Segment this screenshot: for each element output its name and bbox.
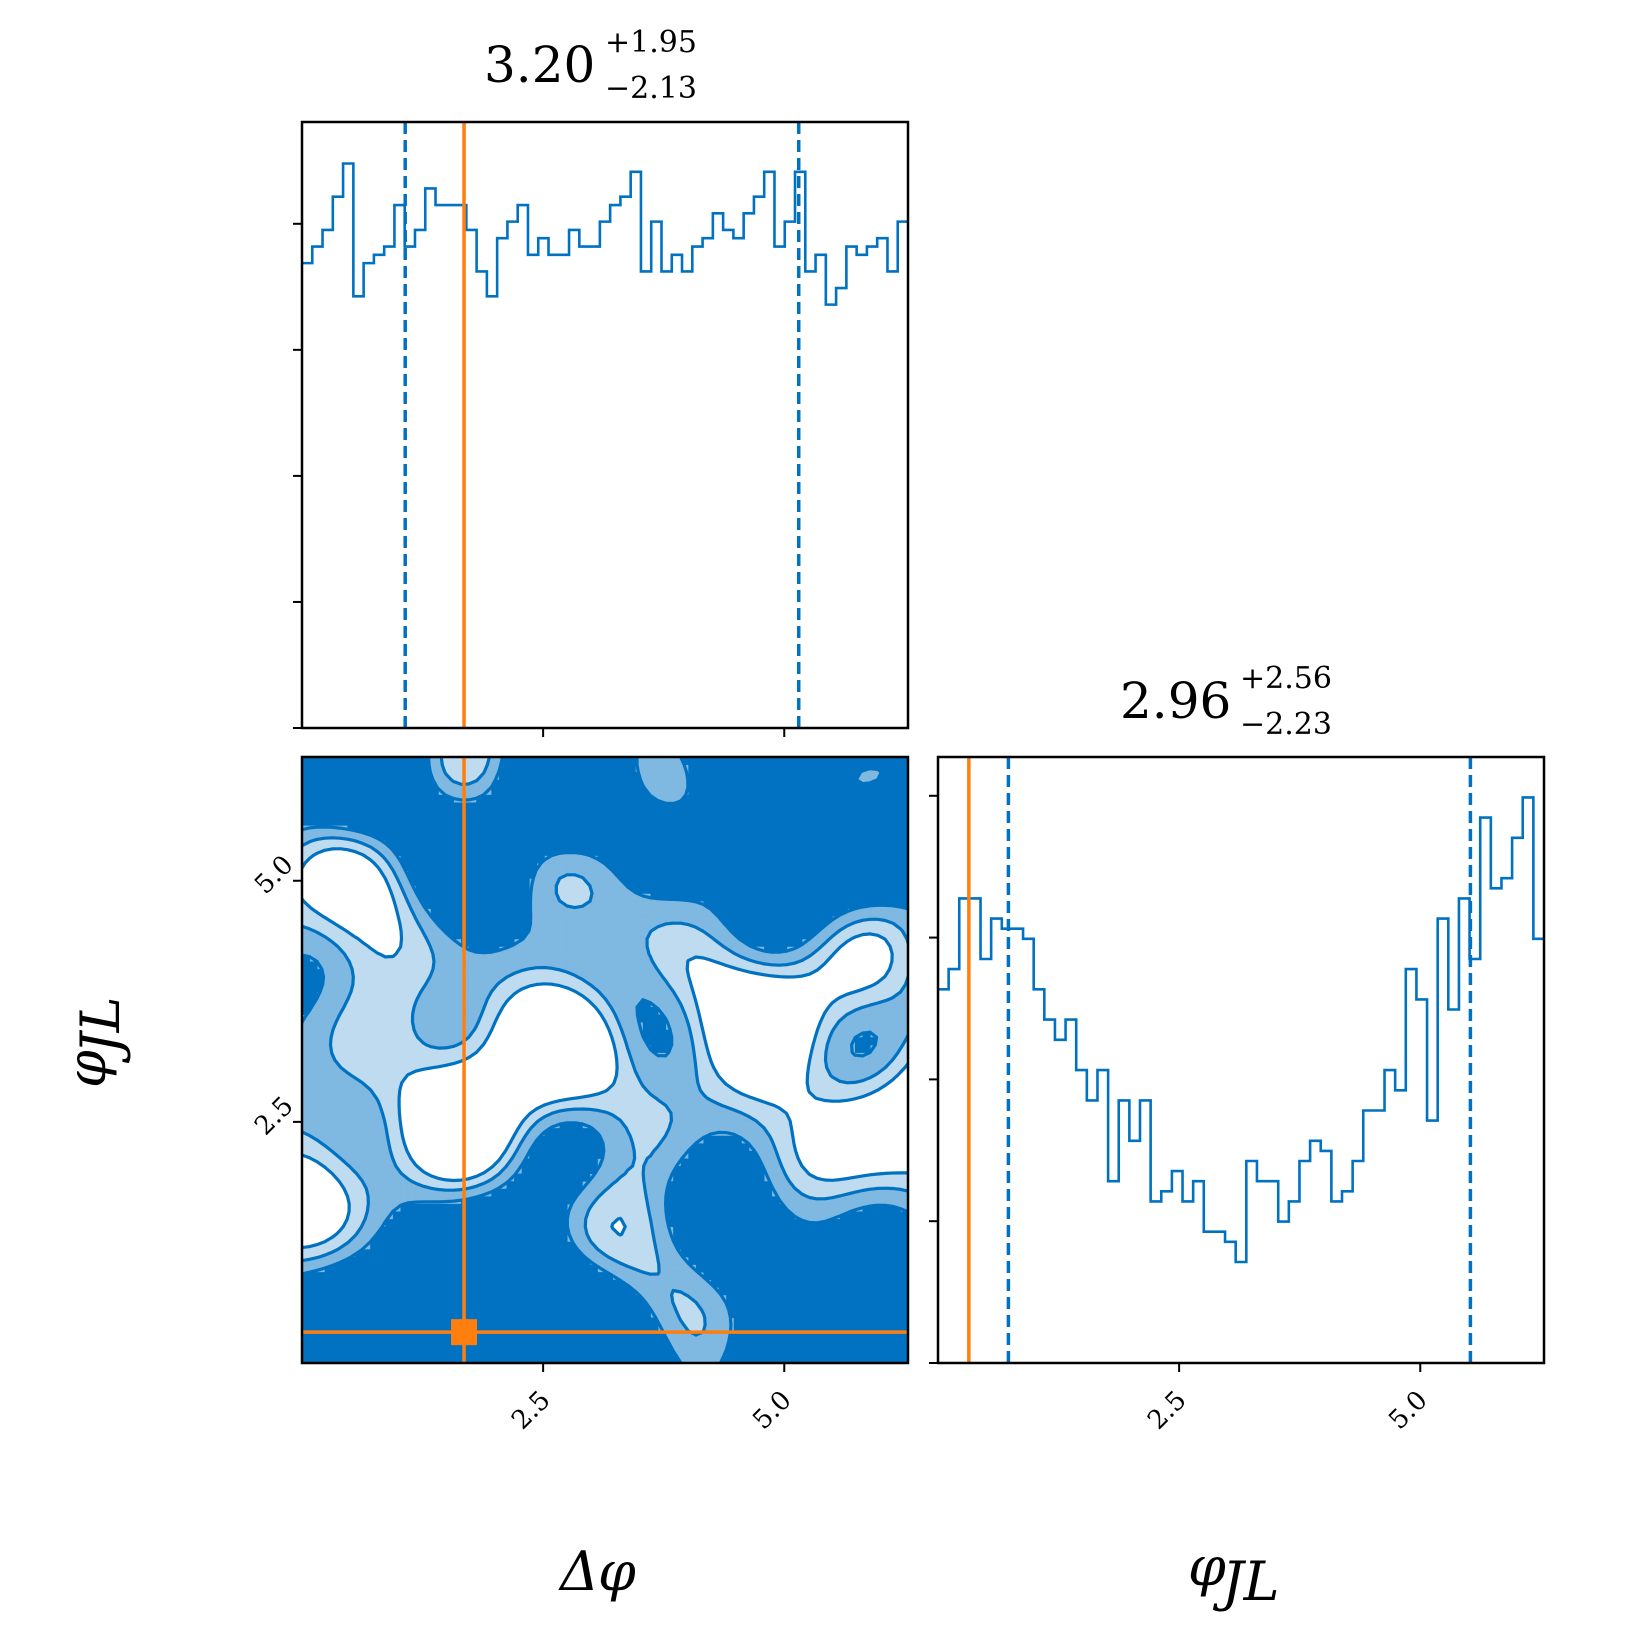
ylabel-phi-jl: φ JL bbox=[55, 996, 132, 1088]
x-tick-label: 5.0 bbox=[1383, 1385, 1433, 1435]
xlabel-delta-phi-symbol: φ bbox=[598, 1540, 636, 1603]
xlabel-phi-jl-subscript: JL bbox=[1212, 1550, 1280, 1613]
joint-frame bbox=[300, 755, 910, 1365]
marginal-phi-jl-panel bbox=[936, 755, 1546, 1365]
marginal-delta-phi-frame bbox=[300, 120, 910, 730]
contour-fill-level-0 bbox=[302, 757, 908, 1363]
joint-contours bbox=[302, 757, 908, 1363]
marginal-phi-jl-frame bbox=[936, 755, 1546, 1365]
histogram-phi-jl bbox=[938, 757, 1544, 1363]
title-delta-phi-median: 3.20 bbox=[484, 36, 595, 94]
contour-line-level-1 bbox=[302, 757, 908, 1363]
title-delta-phi-minus: −2.13 bbox=[605, 71, 697, 106]
joint-truth-lines bbox=[302, 757, 908, 1363]
y-tick-label: 5.0 bbox=[249, 850, 299, 900]
title-phi-jl: 2.96 +2.56 −2.23 bbox=[1120, 661, 1332, 742]
title-phi-jl-median: 2.96 bbox=[1120, 672, 1231, 730]
xlabel-phi-jl-symbol: φ bbox=[1188, 1535, 1226, 1598]
y-tick-label: 2.5 bbox=[249, 1091, 299, 1141]
xlabel-delta-phi: Δ φ bbox=[558, 1540, 636, 1603]
x-tick-label: 2.5 bbox=[506, 1385, 556, 1435]
xlabel-phi-jl: φ JL bbox=[1188, 1535, 1280, 1613]
contour-line-level-3 bbox=[302, 847, 908, 1250]
histogram-delta-phi bbox=[302, 122, 908, 728]
title-phi-jl-minus: −2.23 bbox=[1240, 707, 1332, 742]
title-delta-phi-plus: +1.95 bbox=[605, 25, 697, 60]
x-tick-label: 2.5 bbox=[1142, 1385, 1192, 1435]
ylabel-phi-jl-subscript: JL bbox=[69, 996, 132, 1064]
histogram-step-line bbox=[938, 796, 1544, 1264]
truth-marker bbox=[451, 1319, 478, 1346]
title-delta-phi: 3.20 +1.95 −2.13 bbox=[484, 25, 697, 106]
marginal-delta-phi-panel bbox=[300, 120, 910, 730]
title-phi-jl-plus: +2.56 bbox=[1240, 661, 1332, 696]
histogram-step-line bbox=[302, 162, 908, 306]
joint-panel bbox=[300, 755, 910, 1365]
ylabel-phi-jl-symbol: φ bbox=[55, 1050, 118, 1088]
x-tick-label: 5.0 bbox=[747, 1385, 797, 1435]
xlabel-delta-phi-prefix: Δ bbox=[558, 1540, 599, 1603]
